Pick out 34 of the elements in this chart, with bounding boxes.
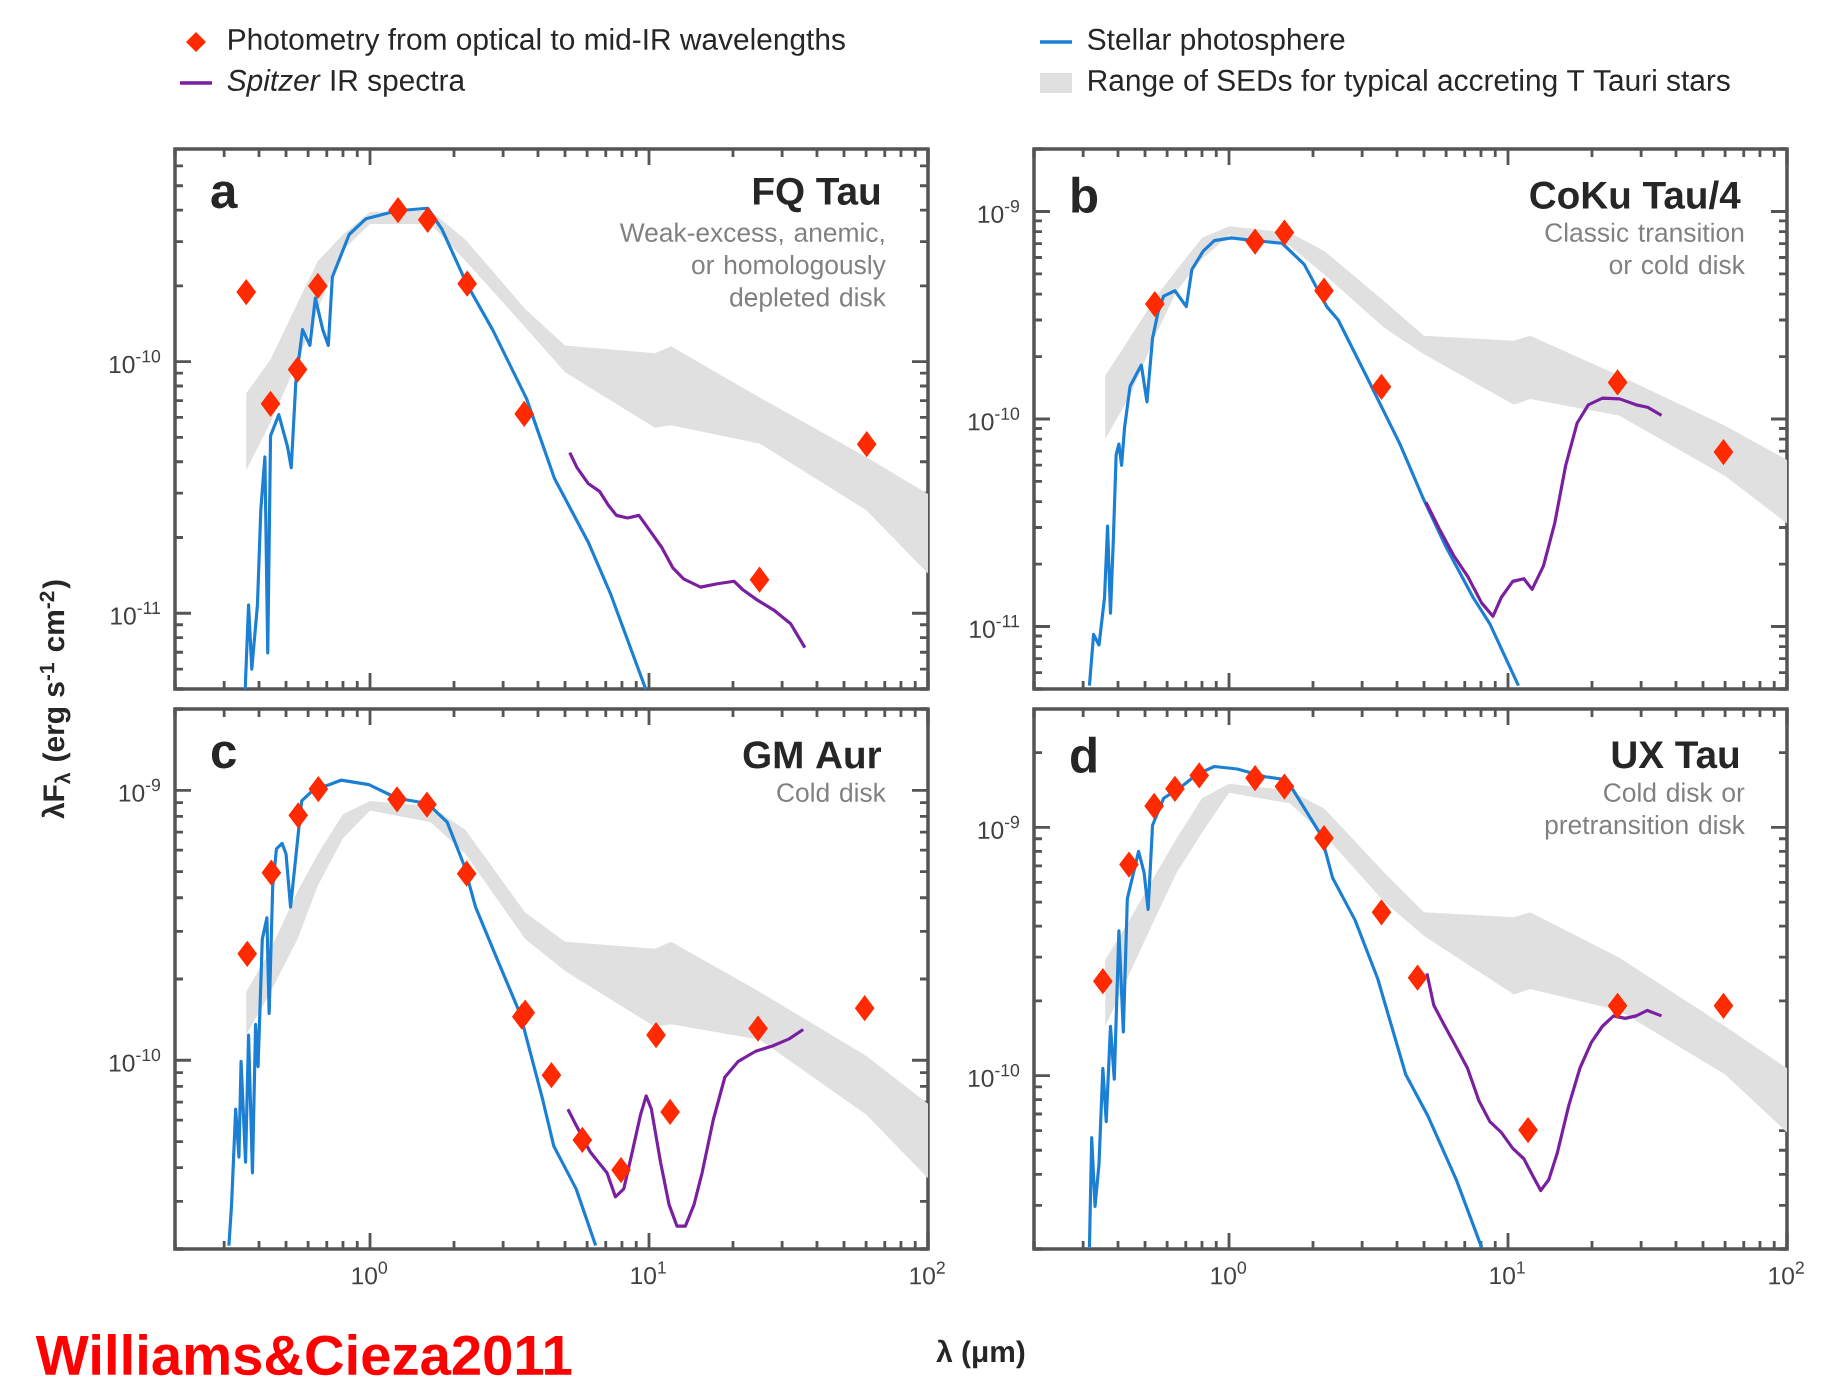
legend-label: Stellar photosphere: [1088, 28, 1345, 56]
x-tick-label: 10$^{2}$: [910, 1261, 945, 1285]
annotation: c: [211, 741, 236, 769]
text: Cold disk: [777, 782, 886, 802]
y-tick-label: 10$^{-10}$: [109, 1048, 161, 1072]
x-tick-label: 10$^{0}$: [352, 1261, 388, 1285]
y-tick-label: 10$^{-11}$: [970, 615, 1019, 638]
text: GM Aur: [743, 741, 882, 769]
x-tick-label: 10$^{1}$: [1490, 1261, 1525, 1285]
x-axis-title: λ (μm): [936, 1339, 1025, 1369]
legend-label: Photometry from optical to mid-IR wavelengths: [229, 28, 845, 56]
annotation: b: [1072, 176, 1098, 214]
x-tick-label: 10$^{0}$: [1211, 1261, 1247, 1285]
text: Cold disk or pretransition disk: [1545, 782, 1745, 840]
text: UX Tau: [1612, 741, 1739, 769]
annotation: a: [211, 181, 238, 209]
y-tick-label: 10$^{-11}$: [111, 601, 160, 625]
text: Weak-excess, anemic, or homologously depleted disk: [619, 222, 886, 312]
legend-label: Spitzer IR spectra: [227, 69, 466, 97]
text: Classic transition or cold disk: [1545, 222, 1745, 275]
text: FQ Tau: [753, 177, 880, 213]
y-tick-label: 10$^{-10}$: [109, 350, 161, 374]
y-tick-label: 10$^{-9}$: [119, 778, 160, 802]
legend-label: Range of SEDs for typical accreting T Tauri stars: [1089, 69, 1730, 97]
y-tick-label: 10$^{-9}$: [978, 815, 1019, 839]
y-tick-label: 10$^{-9}$: [978, 199, 1019, 224]
x-tick-label: 10$^{1}$: [631, 1261, 666, 1285]
x-tick-label: 10$^{2}$: [1769, 1261, 1804, 1285]
text: Williams&Cieza2011: [35, 1334, 572, 1376]
y-axis-title: λF$_{λ}$ (erg s$^{-1}$ cm$^{-2}$): [39, 580, 71, 819]
y-tick-label: 10$^{-10}$: [968, 1063, 1020, 1088]
text: CoKu Tau/4: [1530, 180, 1741, 210]
y-tick-label: 10$^{-10}$: [968, 407, 1020, 431]
annotation: d: [1071, 736, 1096, 773]
